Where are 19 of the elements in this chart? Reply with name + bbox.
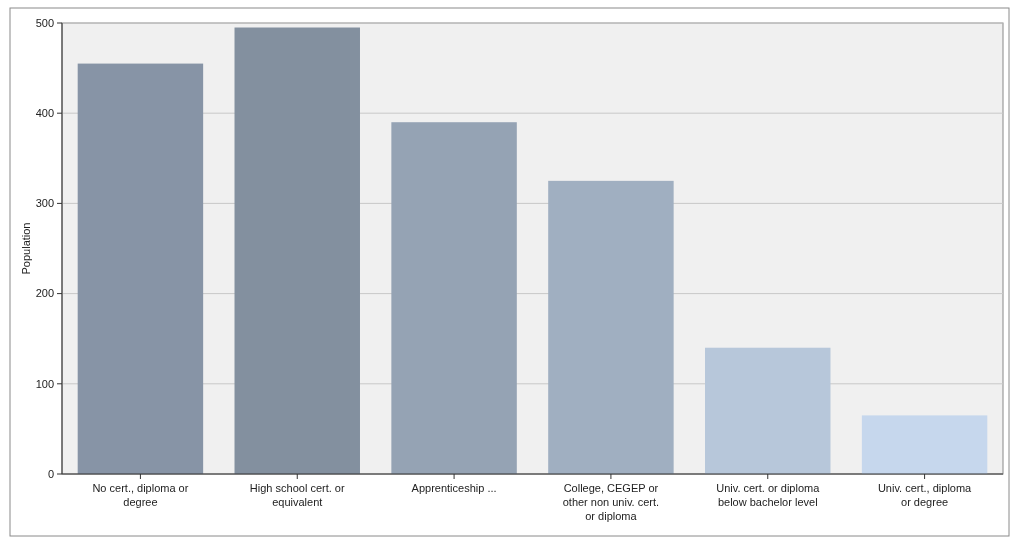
y-tick-label: 0 bbox=[47, 467, 54, 480]
x-tick-label: No cert., diploma or degree bbox=[92, 482, 189, 508]
y-tick-label: 100 bbox=[35, 377, 54, 390]
bar bbox=[234, 27, 360, 474]
y-axis-title: Population bbox=[20, 222, 32, 275]
bar bbox=[548, 180, 674, 474]
x-tick-label: Univ. cert., diploma or degree bbox=[877, 482, 973, 508]
y-tick-label: 400 bbox=[35, 107, 54, 120]
bar bbox=[391, 122, 517, 474]
x-tick-label: College, CEGEP or other non univ. cert. or diploma bbox=[562, 482, 660, 522]
x-tick-label: High school cert. or equivalent bbox=[249, 482, 345, 508]
x-tick-label: Univ. cert. or diploma below bachelor level bbox=[716, 482, 821, 508]
x-tick-label: Apprenticeship ... bbox=[411, 482, 497, 494]
y-tick-label: 500 bbox=[35, 16, 54, 29]
bar bbox=[861, 415, 988, 474]
y-tick-label: 300 bbox=[35, 197, 54, 210]
bar bbox=[705, 347, 831, 474]
bar bbox=[77, 63, 204, 474]
y-tick-label: 200 bbox=[35, 287, 54, 300]
